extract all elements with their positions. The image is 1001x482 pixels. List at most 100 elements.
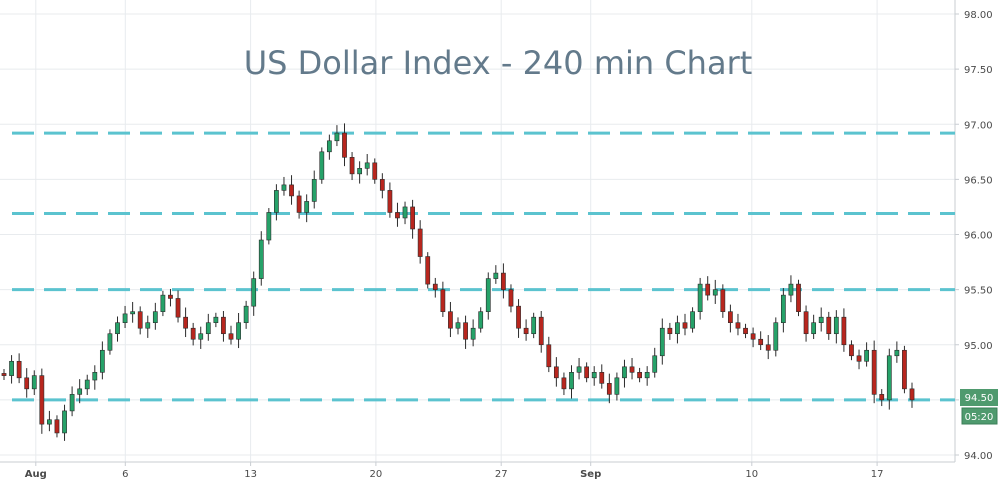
candle-body: [1, 373, 7, 376]
candle-body: [84, 379, 90, 390]
y-tick-label: 97.00: [964, 120, 993, 131]
candle-body: [54, 419, 60, 434]
candle-body: [629, 366, 635, 373]
candle-body: [152, 311, 158, 323]
candle-body: [274, 190, 279, 213]
candle-body: [402, 206, 408, 219]
price-badge-bg: [960, 389, 998, 406]
x-tick-label: Sep: [580, 469, 601, 480]
candle-body: [591, 372, 597, 379]
candle-body: [501, 272, 506, 290]
candle-body: [122, 313, 128, 324]
candle-body: [902, 349, 907, 390]
candle-body: [160, 294, 166, 312]
candle-body: [523, 327, 529, 335]
candle-body: [448, 311, 453, 329]
candle-body: [137, 311, 143, 329]
candle-body: [667, 327, 673, 335]
candle-body: [198, 333, 204, 340]
candle-body: [168, 294, 173, 299]
candle-body: [531, 316, 537, 335]
candle-body: [712, 289, 718, 296]
candle-body: [311, 179, 317, 202]
candle-body: [614, 377, 620, 395]
candle-body: [266, 212, 272, 241]
candle-body: [720, 289, 726, 312]
candle-body: [342, 132, 347, 158]
candle-body: [334, 132, 340, 142]
candle-body: [856, 355, 862, 362]
candle-body: [281, 184, 287, 191]
candle-body: [750, 333, 756, 340]
x-tick-label: 6: [122, 469, 128, 480]
candle-body: [62, 410, 67, 434]
candle-body: [16, 360, 22, 379]
candle-body: [546, 344, 552, 368]
y-tick-label: 96.50: [964, 175, 993, 186]
candle-body: [818, 316, 824, 323]
candle-body: [493, 272, 499, 279]
y-tick-label: 97.50: [964, 65, 993, 76]
candle-body: [833, 316, 839, 335]
y-tick-label: 95.50: [964, 286, 993, 297]
candle-body: [622, 366, 627, 379]
candle-body: [644, 372, 650, 379]
candle-body: [803, 311, 809, 335]
countdown-badge: 05:20: [961, 407, 998, 425]
candle-body: [77, 388, 83, 395]
candle-body: [236, 322, 241, 340]
candle-body: [705, 283, 711, 296]
candle-body: [304, 201, 310, 213]
candle-body: [637, 372, 642, 379]
candle-body: [652, 355, 658, 373]
candle-body: [39, 375, 45, 425]
x-tick-label: 17: [871, 469, 884, 480]
candle-body: [879, 394, 885, 401]
candle-body: [576, 366, 582, 373]
candle-body: [584, 366, 590, 379]
candle-body: [417, 228, 423, 257]
candle-body: [728, 311, 733, 323]
candle-body: [31, 375, 37, 390]
candle-body: [788, 283, 794, 296]
candle-body: [289, 184, 294, 197]
candle-body: [871, 349, 877, 395]
candle-body: [516, 305, 521, 329]
candle-body: [485, 278, 491, 312]
y-tick-label: 98.00: [964, 10, 993, 21]
candle-body: [780, 294, 786, 324]
candle-body: [478, 311, 484, 329]
candle-body: [886, 355, 892, 401]
chart-title: US Dollar Index - 240 min Chart: [244, 44, 753, 82]
x-tick-label: 10: [745, 469, 758, 480]
candle-body: [183, 316, 188, 329]
candle-body: [379, 179, 385, 191]
candle-body: [765, 344, 771, 351]
candle-body: [463, 322, 468, 340]
candle-body: [735, 322, 741, 329]
candle-body: [773, 322, 779, 351]
candle-body: [682, 322, 688, 329]
candle-body: [9, 360, 14, 376]
candle-body: [190, 327, 196, 340]
y-tick-label: 94.00: [964, 451, 993, 462]
candle-body: [357, 168, 363, 175]
candle-body: [508, 289, 514, 307]
candle-body: [455, 322, 461, 329]
candle-body: [175, 298, 181, 318]
candle-body: [553, 366, 559, 379]
candle-body: [258, 239, 264, 279]
candle-body: [115, 322, 120, 335]
candle-body: [470, 327, 476, 340]
candle-body: [841, 316, 847, 346]
candle-body: [326, 140, 332, 153]
countdown-badge-label: 05:20: [965, 412, 994, 423]
x-tick-label: 20: [370, 469, 383, 480]
candle-body: [758, 338, 764, 346]
x-tick-label: Aug: [25, 469, 47, 480]
candle-body: [69, 394, 75, 412]
candles: [1, 123, 915, 441]
candle-body: [561, 377, 567, 390]
